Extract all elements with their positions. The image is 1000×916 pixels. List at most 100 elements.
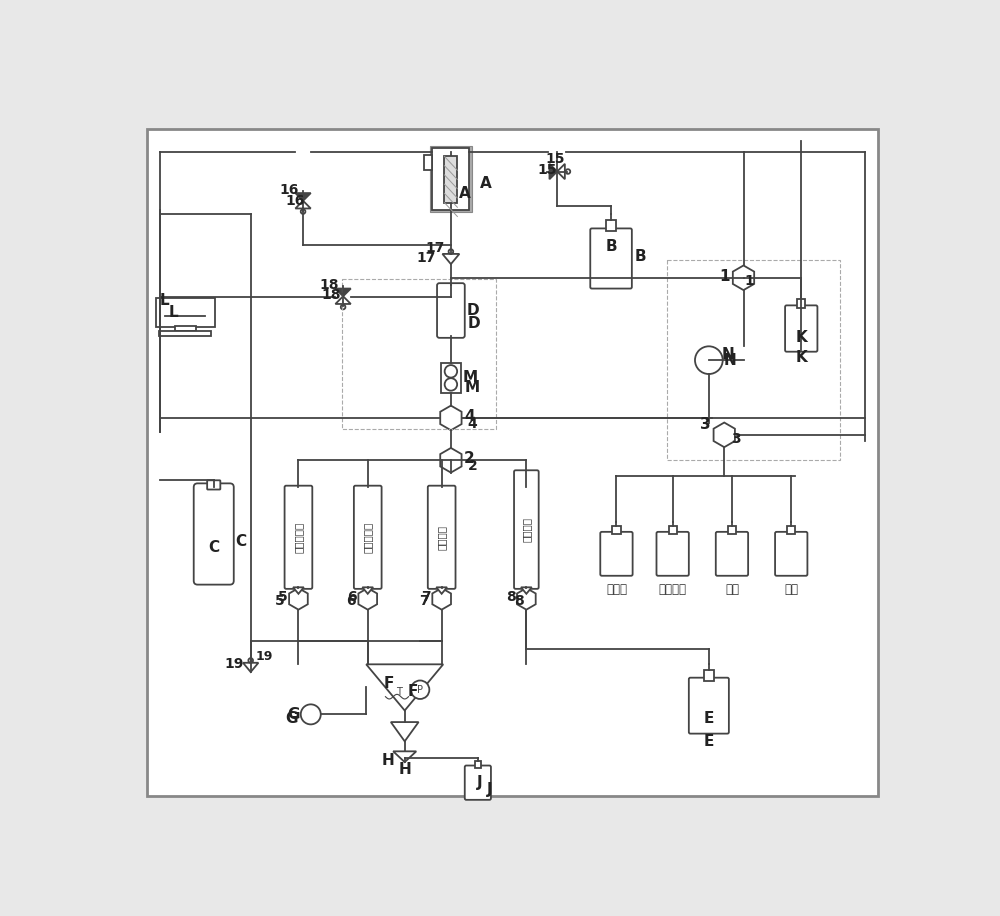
Text: 15: 15: [537, 163, 557, 177]
Bar: [606, 220, 616, 232]
FancyBboxPatch shape: [785, 305, 817, 352]
Polygon shape: [440, 406, 462, 431]
Circle shape: [248, 659, 253, 663]
Text: 8: 8: [506, 590, 516, 605]
Text: F: F: [407, 683, 418, 699]
FancyBboxPatch shape: [194, 484, 234, 584]
Bar: [669, 526, 677, 534]
Polygon shape: [391, 722, 419, 741]
Text: 3: 3: [731, 432, 741, 446]
FancyBboxPatch shape: [689, 678, 729, 734]
Text: D: D: [466, 302, 479, 318]
Bar: [159, 332, 211, 336]
Polygon shape: [289, 588, 308, 610]
Polygon shape: [293, 587, 304, 594]
Bar: [728, 526, 736, 534]
Text: 19: 19: [256, 650, 273, 663]
FancyBboxPatch shape: [600, 532, 633, 576]
Text: B: B: [635, 249, 646, 264]
FancyBboxPatch shape: [514, 470, 539, 589]
FancyBboxPatch shape: [465, 766, 491, 800]
Text: 复合硅胶柱: 复合硅胶柱: [363, 521, 373, 553]
Text: M: M: [465, 379, 480, 395]
Bar: [432, 148, 469, 210]
FancyBboxPatch shape: [590, 228, 632, 289]
Text: 二氯甲烷: 二氯甲烷: [659, 583, 687, 596]
FancyBboxPatch shape: [156, 298, 215, 327]
Polygon shape: [549, 164, 557, 180]
FancyBboxPatch shape: [656, 532, 689, 576]
Polygon shape: [393, 751, 416, 762]
Text: 磁性鋁柱: 磁性鋁柱: [521, 517, 531, 542]
Polygon shape: [366, 664, 443, 711]
Text: 15: 15: [546, 152, 565, 166]
Polygon shape: [243, 663, 258, 672]
Text: 18: 18: [319, 278, 339, 292]
Polygon shape: [295, 201, 311, 209]
Text: 5: 5: [278, 590, 288, 605]
Circle shape: [301, 704, 321, 725]
Polygon shape: [733, 266, 754, 290]
Text: H: H: [398, 762, 411, 778]
Text: 正己烷: 正己烷: [606, 583, 627, 596]
FancyBboxPatch shape: [354, 485, 382, 589]
Text: J: J: [487, 781, 492, 797]
Polygon shape: [440, 448, 462, 473]
Text: G: G: [285, 711, 298, 725]
Text: 7: 7: [419, 594, 429, 608]
Text: 3: 3: [700, 417, 711, 431]
Bar: [175, 326, 196, 332]
Text: K: K: [795, 330, 807, 344]
Text: 1: 1: [720, 268, 730, 284]
Polygon shape: [362, 587, 373, 594]
Text: 丙酮: 丙酮: [784, 583, 798, 596]
Circle shape: [445, 365, 457, 377]
Circle shape: [445, 378, 457, 390]
FancyBboxPatch shape: [428, 485, 456, 589]
Circle shape: [411, 681, 429, 699]
Text: 16: 16: [280, 183, 299, 197]
Text: K: K: [795, 350, 807, 365]
Polygon shape: [358, 588, 377, 610]
FancyBboxPatch shape: [147, 129, 878, 796]
Text: 甲苯: 甲苯: [725, 583, 739, 596]
Text: 17: 17: [417, 251, 436, 265]
Circle shape: [341, 305, 345, 310]
Text: G: G: [288, 707, 300, 722]
Bar: [787, 526, 795, 534]
Text: 7: 7: [421, 590, 431, 605]
Text: 4: 4: [464, 409, 475, 424]
Bar: [704, 670, 714, 681]
FancyBboxPatch shape: [285, 485, 312, 589]
Circle shape: [695, 346, 723, 374]
Text: A: A: [459, 186, 471, 201]
Circle shape: [449, 249, 453, 254]
Text: 16: 16: [286, 194, 305, 208]
Text: 1: 1: [745, 274, 755, 288]
Polygon shape: [557, 164, 565, 180]
Polygon shape: [335, 289, 351, 296]
Text: 2: 2: [464, 452, 475, 466]
FancyBboxPatch shape: [207, 480, 220, 489]
Polygon shape: [295, 193, 311, 201]
Text: 4: 4: [468, 417, 477, 431]
Text: H: H: [381, 753, 394, 769]
Circle shape: [301, 209, 305, 213]
FancyBboxPatch shape: [775, 532, 807, 576]
Circle shape: [566, 169, 570, 174]
Text: T: T: [396, 687, 401, 697]
Polygon shape: [432, 588, 451, 610]
Text: E: E: [704, 711, 714, 725]
Text: 5: 5: [275, 594, 285, 608]
Polygon shape: [517, 588, 536, 610]
Text: 氧化铝柱: 氧化铝柱: [437, 525, 447, 550]
Bar: [797, 300, 805, 308]
Text: 2: 2: [468, 459, 477, 473]
Text: F: F: [384, 676, 394, 691]
Text: L: L: [169, 305, 179, 320]
Text: E: E: [704, 734, 714, 748]
FancyBboxPatch shape: [716, 532, 748, 576]
Polygon shape: [521, 587, 532, 594]
Text: P: P: [417, 685, 423, 694]
Text: J: J: [477, 775, 483, 790]
